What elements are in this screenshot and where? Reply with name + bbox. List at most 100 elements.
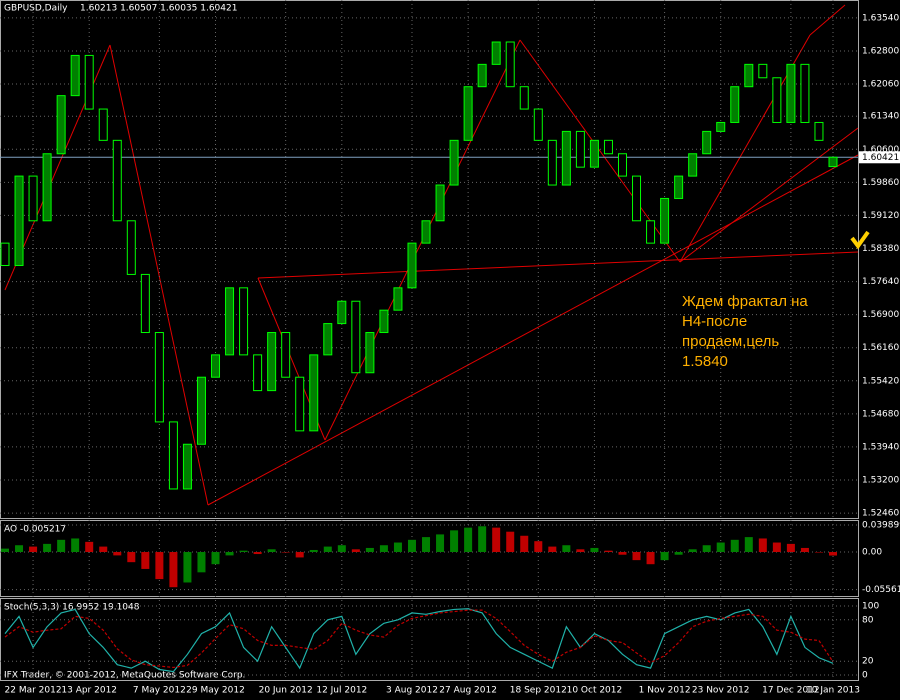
- candle-body: [716, 121, 726, 132]
- candle-body: [575, 130, 585, 168]
- candle-body: [744, 63, 754, 88]
- candle-body: [505, 41, 515, 88]
- x-tick-label: 12 Jul 2012: [316, 686, 367, 696]
- current-price-box: [859, 151, 900, 164]
- x-tick-label: 13 Apr 2012: [61, 686, 117, 696]
- candle-body: [786, 63, 796, 123]
- candle-body: [295, 376, 305, 432]
- candle-body: [126, 220, 136, 275]
- ao-bar: [814, 552, 823, 553]
- ao-bar: [688, 549, 697, 553]
- y-tick-label: 1.59120: [862, 211, 899, 221]
- y-tick-label: 0.039899: [862, 520, 900, 530]
- candle-body: [351, 300, 361, 374]
- candle-body: [182, 443, 192, 490]
- candle-body: [337, 300, 347, 325]
- y-tick-label: 100: [862, 602, 879, 612]
- candle-body: [477, 63, 487, 88]
- x-tick-label: 23 Nov 2012: [692, 686, 750, 696]
- ao-bar: [772, 542, 781, 553]
- candle-body: [702, 130, 712, 155]
- ao-bar: [520, 535, 529, 553]
- y-tick-label: 1.62800: [862, 46, 899, 56]
- stoch-signal: [4, 609, 834, 669]
- ao-bar: [478, 526, 487, 553]
- y-tick-label: 1.52460: [862, 509, 899, 519]
- y-tick-label: 1.60600: [862, 145, 899, 155]
- ao-bar: [113, 552, 122, 556]
- current-price-label: 1.60421: [862, 153, 899, 163]
- candle-body: [42, 153, 52, 222]
- ao-bar: [253, 552, 262, 555]
- x-tick-label: 10 Jan 2013: [806, 686, 860, 696]
- ao-label: AO -0.005217: [4, 525, 66, 535]
- stoch-main: [4, 608, 834, 673]
- y-tick-label: 1.59860: [862, 178, 899, 188]
- ao-bar: [225, 552, 234, 556]
- ao-bar: [239, 550, 248, 553]
- candle-body: [491, 41, 501, 65]
- candle-body: [379, 309, 389, 334]
- x-tick-label: 1 Nov 2012: [639, 686, 691, 696]
- y-tick-label: 1.55420: [862, 376, 899, 386]
- ao-bar: [758, 538, 767, 553]
- ao-bar: [450, 530, 459, 553]
- y-tick-label: 1.54680: [862, 409, 899, 419]
- annotation: продаем,цель: [682, 333, 779, 350]
- y-tick-label: 1.58380: [862, 244, 899, 254]
- y-tick-label: 20: [862, 657, 874, 667]
- candle-body: [674, 175, 684, 199]
- candle-body: [239, 287, 249, 356]
- ao-bar: [15, 545, 24, 553]
- ao-bar: [436, 534, 445, 553]
- ao-bar: [351, 549, 360, 553]
- candle-body: [393, 287, 403, 311]
- x-tick-label: 29 May 2012: [186, 686, 245, 696]
- candle-body: [309, 354, 319, 432]
- ao-bar: [1, 548, 9, 553]
- candle-body: [407, 242, 417, 289]
- candle-body: [463, 86, 473, 141]
- candle-body: [267, 332, 277, 392]
- candle-body: [28, 175, 38, 222]
- candle-body: [772, 77, 782, 123]
- ao-bar: [183, 552, 192, 583]
- ao-bar: [155, 552, 164, 580]
- ao-bar: [506, 531, 515, 553]
- candle-body: [814, 121, 824, 141]
- ao-bar: [604, 550, 613, 553]
- ao-bar: [562, 545, 571, 553]
- y-tick-label: 1.56160: [862, 343, 899, 353]
- chart-title: GBPUSD,Daily: [4, 4, 68, 14]
- y-tick-label: 1.62060: [862, 80, 899, 90]
- y-tick-label: 80: [862, 615, 874, 625]
- candle-body: [688, 153, 698, 177]
- ao-bar: [29, 546, 38, 553]
- candle-body: [323, 323, 333, 356]
- ohlc-label: 1.60213 1.60507 1.60035 1.60421: [80, 4, 237, 14]
- candle-body: [758, 63, 768, 79]
- candle-body: [660, 197, 670, 244]
- candle-body: [253, 354, 263, 392]
- candle-body: [112, 139, 122, 222]
- candle-body: [196, 376, 206, 445]
- y-tick-label: 1.63540: [862, 13, 899, 23]
- candle-body: [603, 139, 613, 155]
- ao-bar: [127, 552, 136, 563]
- ao-bar: [197, 552, 206, 573]
- ao-bar: [618, 552, 627, 555]
- ao-bar: [393, 542, 402, 553]
- ao-bar: [211, 552, 220, 565]
- ao-bar: [71, 538, 80, 553]
- ao-bar: [141, 552, 150, 569]
- candle-body: [646, 220, 656, 244]
- ao-bar: [323, 546, 332, 553]
- ao-bar: [744, 537, 753, 553]
- ao-bar: [464, 527, 473, 553]
- ao-bar: [99, 546, 108, 553]
- y-tick-label: 1.56900: [862, 310, 899, 320]
- candle-body: [533, 108, 543, 141]
- candle-body: [84, 54, 94, 110]
- ao-bar: [492, 527, 501, 553]
